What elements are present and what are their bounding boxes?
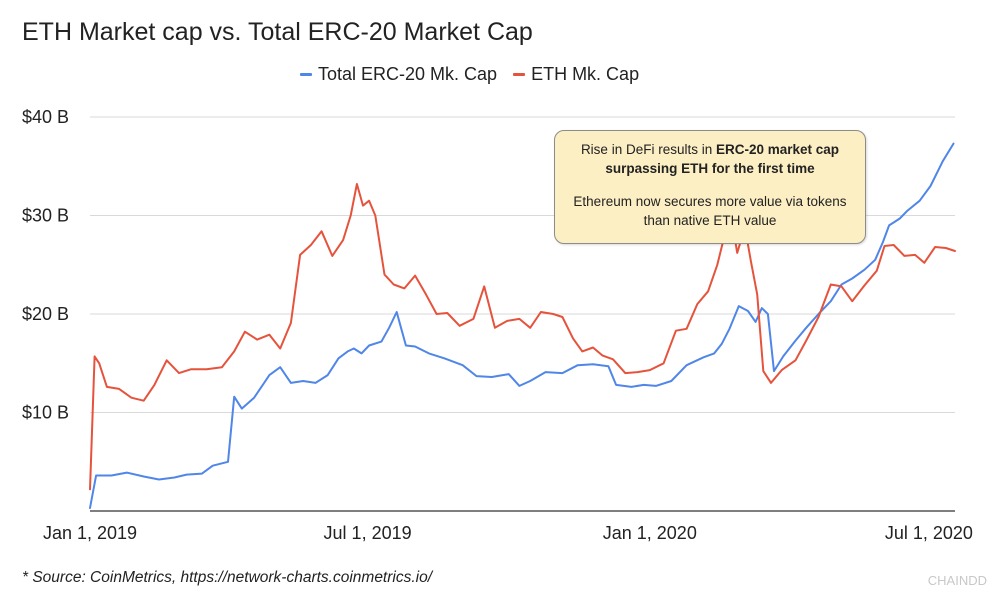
annotation-line-2: Ethereum now secures more value via toke… [573,194,847,228]
y-tick-label: $40 B [22,107,69,127]
chart-title: ETH Market cap vs. Total ERC-20 Market C… [22,18,533,46]
legend-item-erc20: Total ERC-20 Mk. Cap [300,64,497,85]
x-tick-label: Jan 1, 2019 [43,523,137,543]
series-line-eth [89,183,956,491]
x-tick-label: Jan 1, 2020 [603,523,697,543]
y-tick-label: $10 B [22,403,69,423]
annotation-line-1: Rise in DeFi results in ERC-20 market ca… [567,140,853,178]
x-tick-label: Jul 1, 2019 [324,523,412,543]
legend-item-eth: ETH Mk. Cap [513,64,639,85]
legend-label-eth: ETH Mk. Cap [531,64,640,84]
watermark: CHAINDD [927,573,987,588]
legend: Total ERC-20 Mk. Cap ETH Mk. Cap [300,64,655,85]
y-tick-label: $20 B [22,304,69,324]
annotation-callout: Rise in DeFi results in ERC-20 market ca… [554,130,866,244]
y-tick-label: $30 B [22,206,69,226]
series-line-erc20 [89,142,955,509]
legend-swatch-erc20 [300,73,312,76]
annotation-plain-text: Rise in DeFi results in [580,142,716,157]
legend-label-erc20: Total ERC-20 Mk. Cap [318,64,498,84]
x-tick-label: Jul 1, 2020 [885,523,973,543]
legend-swatch-eth [513,73,526,76]
source-note: * Source: CoinMetrics, https://network-c… [22,569,433,586]
annotation-bold-text: ERC-20 market cap surpassing ETH for the… [605,142,840,176]
